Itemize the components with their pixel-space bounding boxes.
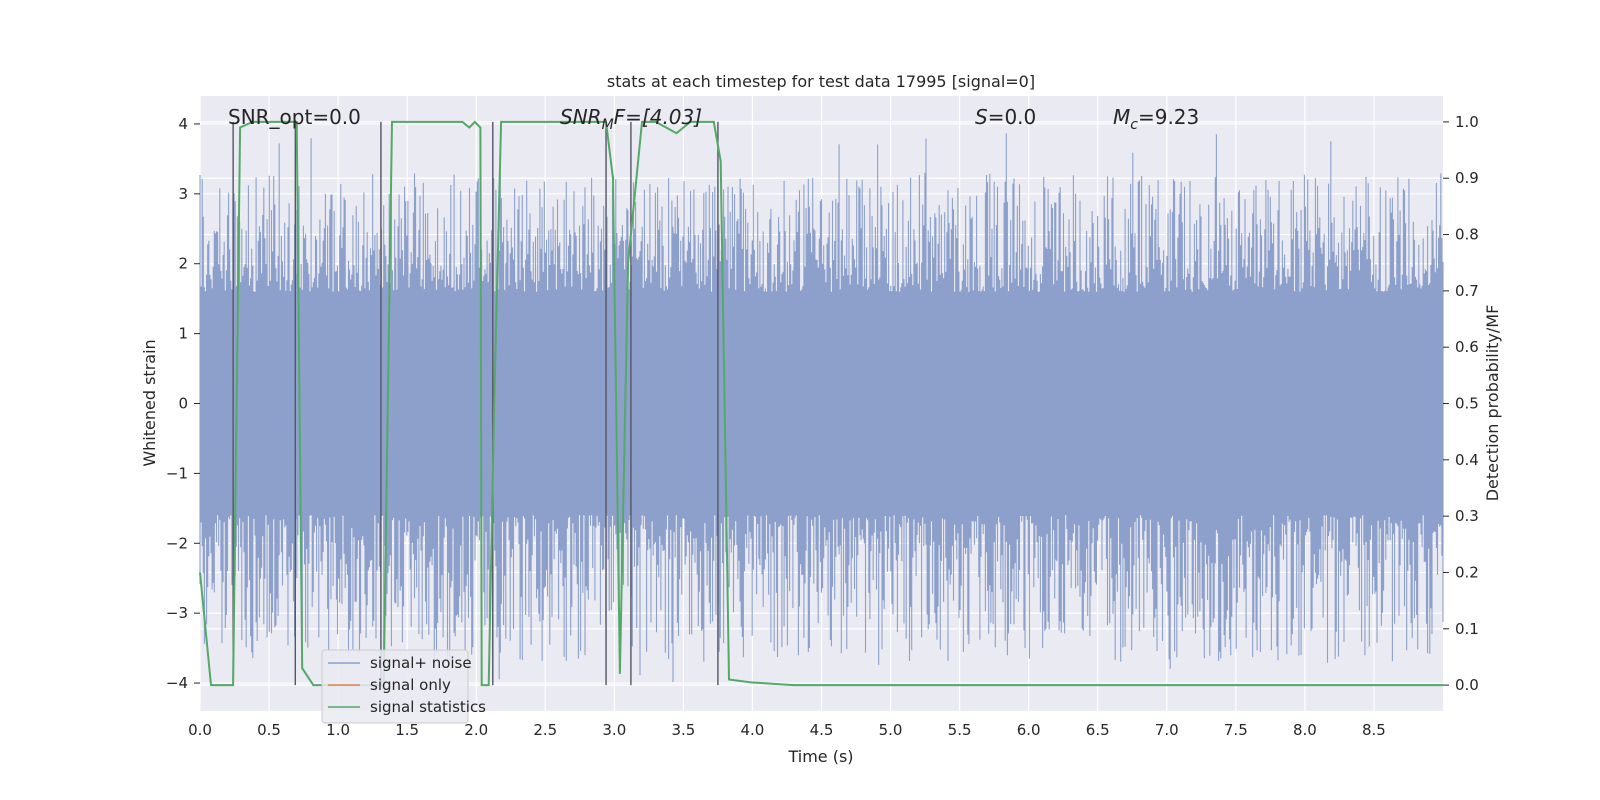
y-tick-label-4: 0 <box>178 395 188 413</box>
y2-tick-label-6: 0.6 <box>1455 338 1479 356</box>
y-tick-label-3: −1 <box>166 464 188 482</box>
y2-tick-label-7: 0.7 <box>1455 282 1479 300</box>
x-tick-label-13: 6.5 <box>1086 721 1110 739</box>
y-tick-label-6: 2 <box>178 255 188 273</box>
mc-rest: =9.23 <box>1138 105 1199 129</box>
y2-tick-label-2: 0.2 <box>1455 563 1479 581</box>
x-tick-label-3: 1.5 <box>395 721 419 739</box>
y2-tick-label-10: 1.0 <box>1455 113 1479 131</box>
snr-opt-annotation: SNR_opt=0.0 <box>228 105 361 129</box>
mc-sub: c <box>1130 117 1138 133</box>
y2-tick-label-1: 0.1 <box>1455 620 1479 638</box>
legend-box <box>321 649 469 724</box>
y-tick-label-7: 3 <box>178 185 188 203</box>
x-tick-label-2: 1.0 <box>326 721 350 739</box>
snr-mf-annotation: SNRMF=[4.03] <box>560 105 702 133</box>
y2-tick-label-8: 0.8 <box>1455 226 1479 244</box>
x-tick-label-10: 5.0 <box>879 721 903 739</box>
x-tick-label-4: 2.0 <box>464 721 488 739</box>
x-tick-label-7: 3.5 <box>671 721 695 739</box>
y2-tick-label-3: 0.3 <box>1455 507 1479 525</box>
legend-label-signal-statistics: signal statistics <box>370 698 486 716</box>
y2-tick-label-0: 0.0 <box>1455 676 1479 694</box>
x-tick-label-12: 6.0 <box>1017 721 1041 739</box>
legend: signal+ noise signal only signal statist… <box>321 649 486 724</box>
x-tick-label-8: 4.0 <box>741 721 765 739</box>
x-axis-label: Time (s) <box>787 747 853 766</box>
legend-label-signal-noise: signal+ noise <box>370 654 472 672</box>
noise-trace <box>199 133 1444 682</box>
s-annotation: S=0.0 <box>975 105 1036 129</box>
y2-tick-label-5: 0.5 <box>1455 395 1479 413</box>
signal-noise-series <box>199 133 1444 682</box>
x-tick-label-1: 0.5 <box>257 721 281 739</box>
y2-tick-label-9: 0.9 <box>1455 169 1479 187</box>
s-italic: S <box>975 105 988 129</box>
s-rest: =0.0 <box>988 105 1037 129</box>
y2-axis-label: Detection probability/MF <box>1483 305 1502 502</box>
chart-title: stats at each timestep for test data 179… <box>607 72 1035 91</box>
x-tick-label-15: 7.5 <box>1224 721 1248 739</box>
snr-mf-base: SNR <box>560 105 602 129</box>
x-tick-label-9: 4.5 <box>810 721 834 739</box>
signal-statistics-line <box>199 120 1443 687</box>
x-tick-label-16: 8.0 <box>1293 721 1317 739</box>
y-tick-label-0: −4 <box>166 674 188 692</box>
mc-base: M <box>1113 105 1130 129</box>
x-tick-label-5: 2.5 <box>533 721 557 739</box>
x-tick-label-17: 8.5 <box>1362 721 1386 739</box>
legend-label-signal-only: signal only <box>370 676 451 694</box>
y-tick-label-2: −2 <box>166 534 188 552</box>
y-tick-label-5: 1 <box>178 325 188 343</box>
snr-mf-sub: M <box>602 117 614 133</box>
y-axis-label: Whitened strain <box>140 339 159 466</box>
vertical-markers <box>232 121 719 686</box>
signal-statistics-series <box>199 120 1443 687</box>
x-tick-label-11: 5.5 <box>948 721 972 739</box>
snr-mf-rest: F=[4.03] <box>614 105 702 129</box>
x-tick-label-14: 7.0 <box>1155 721 1179 739</box>
y2-tick-label-4: 0.4 <box>1455 451 1479 469</box>
mc-annotation: Mc=9.23 <box>1113 105 1199 133</box>
y-tick-label-1: −3 <box>166 604 188 622</box>
ticks: 0.0 0.5 1.0 1.5 2.0 2.5 3.0 3.5 4.0 4.5 5.0 5.5 6.0 6… <box>166 113 1479 739</box>
x-tick-label-6: 3.0 <box>602 721 626 739</box>
y-tick-label-8: 4 <box>178 115 188 133</box>
x-tick-label-0: 0.0 <box>188 721 212 739</box>
